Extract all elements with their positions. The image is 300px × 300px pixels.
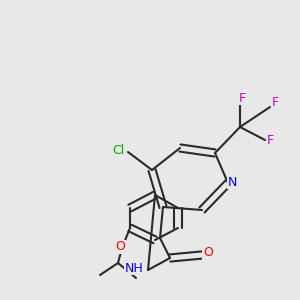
Text: O: O	[115, 241, 125, 254]
Text: O: O	[203, 247, 213, 260]
Text: F: F	[238, 92, 246, 104]
Text: F: F	[272, 95, 279, 109]
Text: Cl: Cl	[112, 143, 124, 157]
Text: F: F	[266, 134, 274, 146]
Text: NH: NH	[124, 262, 143, 275]
Text: N: N	[227, 176, 237, 188]
